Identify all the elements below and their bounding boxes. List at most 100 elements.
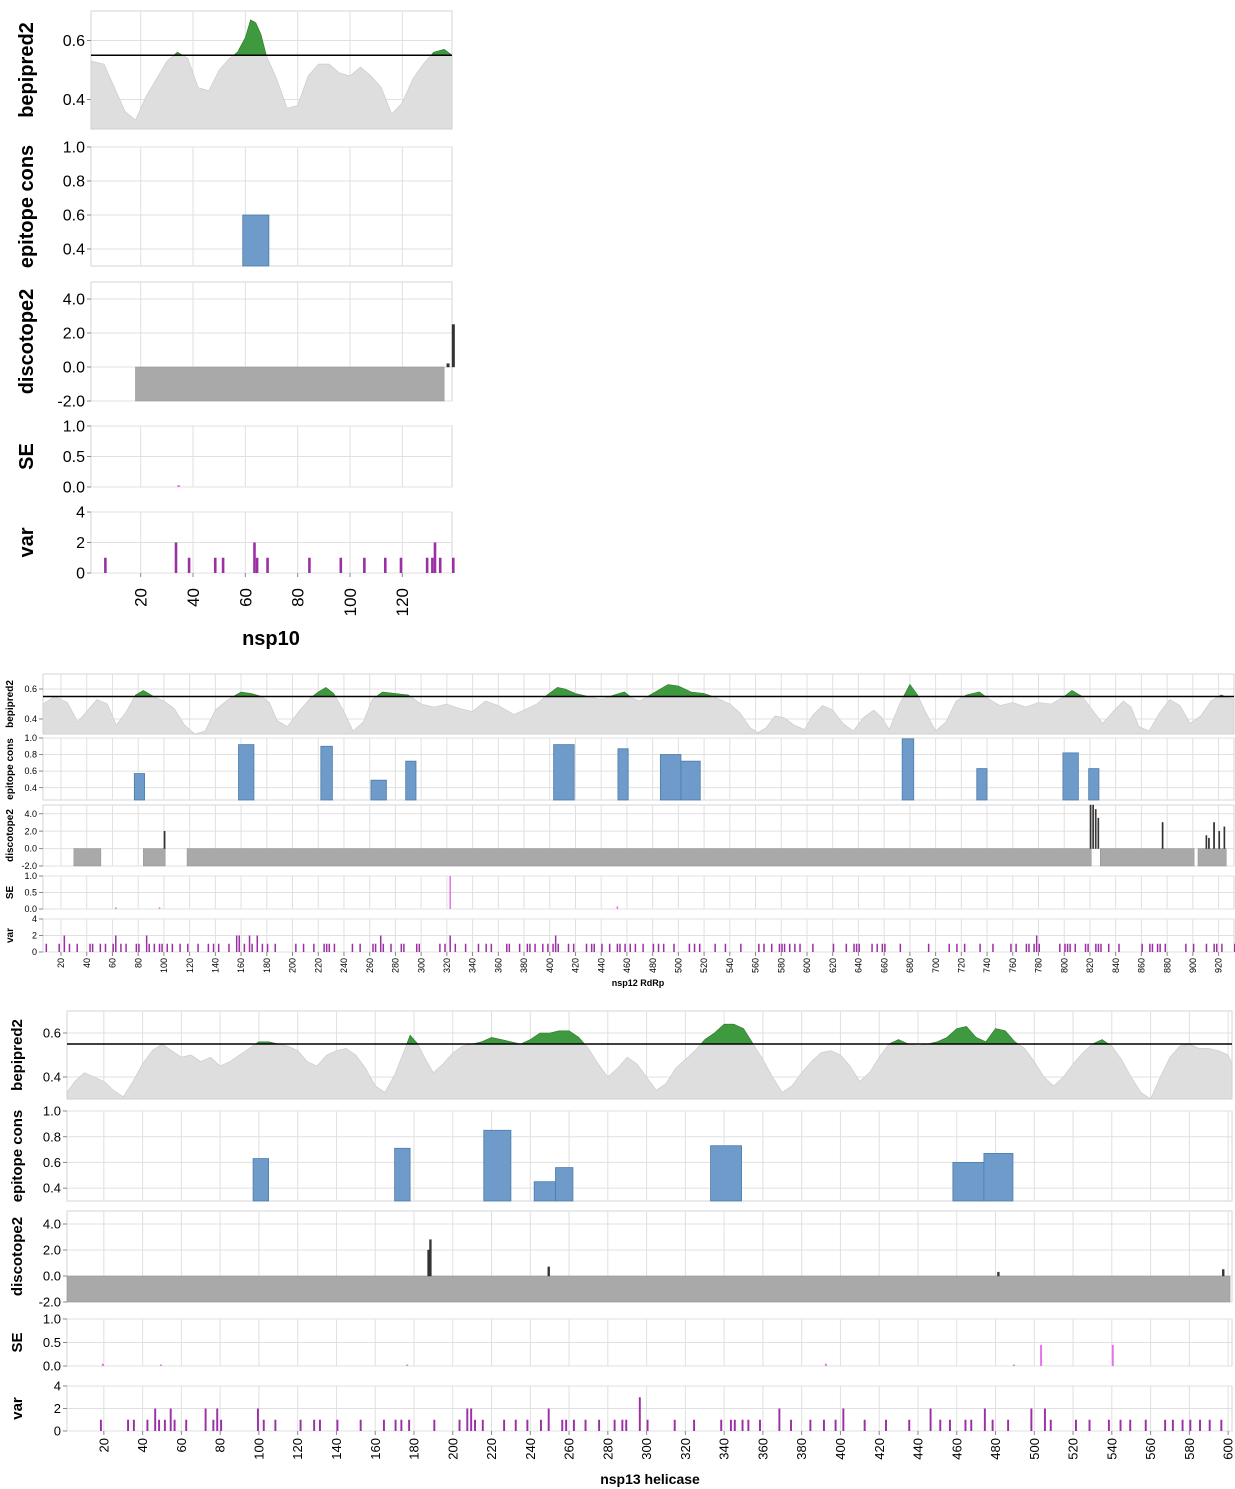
var-spike	[1064, 943, 1066, 952]
var-spike	[135, 943, 138, 952]
y-tick-label: 0	[76, 566, 85, 583]
x-tick-label: 520	[699, 958, 709, 973]
var-spike	[584, 1419, 587, 1431]
var-spike	[698, 943, 701, 952]
x-tick-label: 400	[545, 958, 555, 973]
var-spike	[470, 1408, 473, 1431]
var-spike	[1010, 943, 1012, 952]
var-spike	[794, 943, 796, 952]
var-spike	[221, 557, 225, 573]
x-tick-label: 920	[1214, 958, 1224, 973]
x-tick-label: 440	[911, 1438, 926, 1460]
var-spike	[542, 943, 544, 952]
var-spike	[526, 943, 529, 952]
var-spike	[834, 1419, 837, 1431]
var-spike	[63, 935, 66, 952]
x-tick-label: 340	[468, 958, 478, 973]
var-spike	[333, 943, 336, 952]
y-tick-label: 0.4	[24, 714, 37, 724]
x-tick-label: 100	[341, 588, 360, 616]
epitope-bar	[680, 760, 701, 801]
x-tick-label: 260	[365, 958, 375, 973]
var-spike	[1074, 1419, 1077, 1431]
var-spike	[634, 943, 637, 952]
var-spike	[253, 542, 256, 573]
var-spike	[693, 1419, 696, 1431]
var-spike	[539, 1419, 542, 1431]
var-spike	[572, 1419, 575, 1431]
x-tick-label: 520	[1066, 1438, 1081, 1460]
var-spike	[166, 943, 168, 952]
y-tick-label: 0.4	[24, 783, 37, 793]
x-tick-label: 360	[493, 958, 503, 973]
epitope-bar	[1062, 752, 1079, 801]
x-tick-label: 480	[648, 958, 658, 973]
y-tick-label: 1.0	[43, 1104, 61, 1119]
var-spike	[255, 557, 259, 573]
y-tick-label: -2.0	[57, 394, 85, 411]
var-spike	[212, 943, 215, 952]
var-spike	[613, 1419, 616, 1431]
var-spike	[673, 1419, 676, 1431]
var-spike	[235, 935, 238, 952]
x-tick-label: 860	[1137, 958, 1147, 973]
var-spike	[325, 943, 328, 952]
var-spike	[601, 943, 603, 952]
y-tick-label: 0	[54, 1424, 61, 1439]
y-tick-label: 0.5	[24, 888, 37, 898]
var-spike	[415, 943, 418, 952]
x-tick-label: 300	[416, 958, 426, 973]
y-tick-label: 0.5	[63, 449, 85, 466]
var-spike	[1069, 943, 1071, 952]
x-tick-label: 20	[96, 1438, 111, 1452]
var-spike	[438, 557, 442, 573]
y-tick-label: 4	[76, 505, 85, 522]
discotope-peak	[1208, 837, 1210, 849]
var-spike	[963, 943, 966, 952]
var-spike	[740, 943, 742, 952]
var-spike	[431, 557, 434, 573]
x-tick-label: 180	[262, 958, 272, 973]
x-tick-label: 60	[236, 588, 255, 607]
var-spike	[503, 1419, 506, 1431]
var-spike	[403, 943, 405, 952]
y-tick-label: 0.0	[24, 844, 37, 854]
var-spike	[593, 943, 595, 952]
var-spike	[983, 1408, 986, 1431]
var-spike	[363, 557, 366, 573]
var-spike	[104, 943, 107, 952]
var-spike	[554, 935, 557, 952]
panel-discotope2: -2.0 0.0 2.0 4.0 discotope2	[16, 281, 455, 411]
y-tick-label: 0.6	[24, 766, 37, 776]
var-spike	[1118, 943, 1120, 952]
x-tick-label: 40	[135, 1438, 150, 1452]
discotope-bar	[143, 848, 166, 867]
chart-nsp13: 0.4 0.6 bepipred2 0.4 0.6 0.8 1.0 epitope cons -…	[9, 1010, 1235, 1487]
var-spike	[799, 943, 801, 952]
var-spike	[1087, 943, 1089, 952]
epitope-bar	[1088, 768, 1100, 801]
y-tick-label: 0.6	[63, 208, 85, 225]
var-spike	[261, 943, 264, 952]
var-spike	[299, 1419, 302, 1431]
var-spike	[474, 1419, 477, 1431]
discotope-peak	[163, 830, 166, 849]
var-spike	[693, 943, 696, 952]
x-tick-label: 820	[1085, 958, 1095, 973]
var-spike	[112, 943, 114, 952]
y-axis-title: SE	[9, 1332, 26, 1352]
var-spike	[616, 943, 619, 952]
epitope-bar	[133, 773, 146, 801]
var-spike	[939, 1419, 942, 1431]
x-tick-label: 420	[571, 958, 581, 973]
var-spike	[187, 557, 191, 573]
var-spike	[313, 1419, 316, 1431]
var-spike	[1221, 943, 1223, 952]
var-spike	[948, 1419, 951, 1431]
x-tick-label: 60	[108, 958, 118, 968]
x-tick-label: 40	[184, 588, 203, 607]
x-tick-label: 120	[185, 958, 195, 973]
panel-epitope_cons: 0.4 0.6 0.8 1.0 epitope cons	[5, 733, 1235, 801]
panel-epitope_cons: 0.4 0.6 0.8 1.0 epitope cons	[9, 1104, 1233, 1202]
